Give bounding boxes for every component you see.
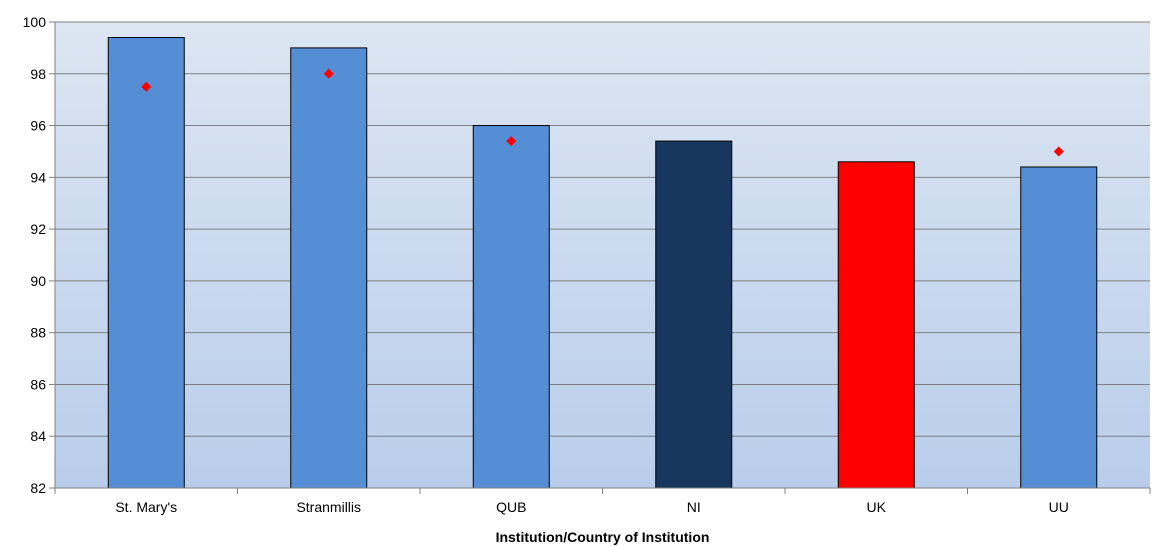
plot-area (55, 22, 1150, 488)
x-category-label: Stranmillis (296, 499, 361, 515)
x-category-label: UK (867, 499, 887, 515)
x-category-label: St. Mary's (115, 499, 177, 515)
x-category-label: NI (687, 499, 701, 515)
bar-3 (655, 140, 733, 489)
y-tick-label: 94 (30, 169, 46, 185)
y-tick-label: 100 (23, 14, 47, 30)
bars-group (107, 37, 1098, 489)
bar-1 (290, 47, 368, 489)
y-tick-label: 92 (30, 221, 46, 237)
axes-group (49, 21, 1151, 494)
marker-0 (141, 81, 152, 92)
y-tick-label: 98 (30, 66, 46, 82)
x-axis-title: Institution/Country of Institution (496, 529, 710, 545)
x-category-label: UU (1049, 499, 1069, 515)
x-category-label: QUB (496, 499, 526, 515)
gridlines (55, 21, 1150, 437)
y-tick-label: 96 (30, 118, 46, 134)
bar-0 (107, 37, 185, 489)
marker-1 (323, 68, 334, 79)
markers-group (141, 68, 1064, 157)
y-tick-label: 88 (30, 325, 46, 341)
bar-4 (837, 161, 915, 489)
y-tick-label: 90 (30, 273, 46, 289)
marker-5 (1053, 146, 1064, 157)
y-tick-label: 84 (30, 428, 46, 444)
y-tick-labels: 82 84 86 88 90 92 94 96 98 100 (23, 14, 47, 496)
bar-2 (472, 125, 550, 489)
y-tick-label: 86 (30, 376, 46, 392)
marker-2 (506, 136, 517, 147)
x-category-labels: St. Mary's Stranmillis QUB NI UK UU (115, 499, 1069, 515)
y-tick-label: 82 (30, 480, 46, 496)
bar-5 (1020, 166, 1098, 489)
